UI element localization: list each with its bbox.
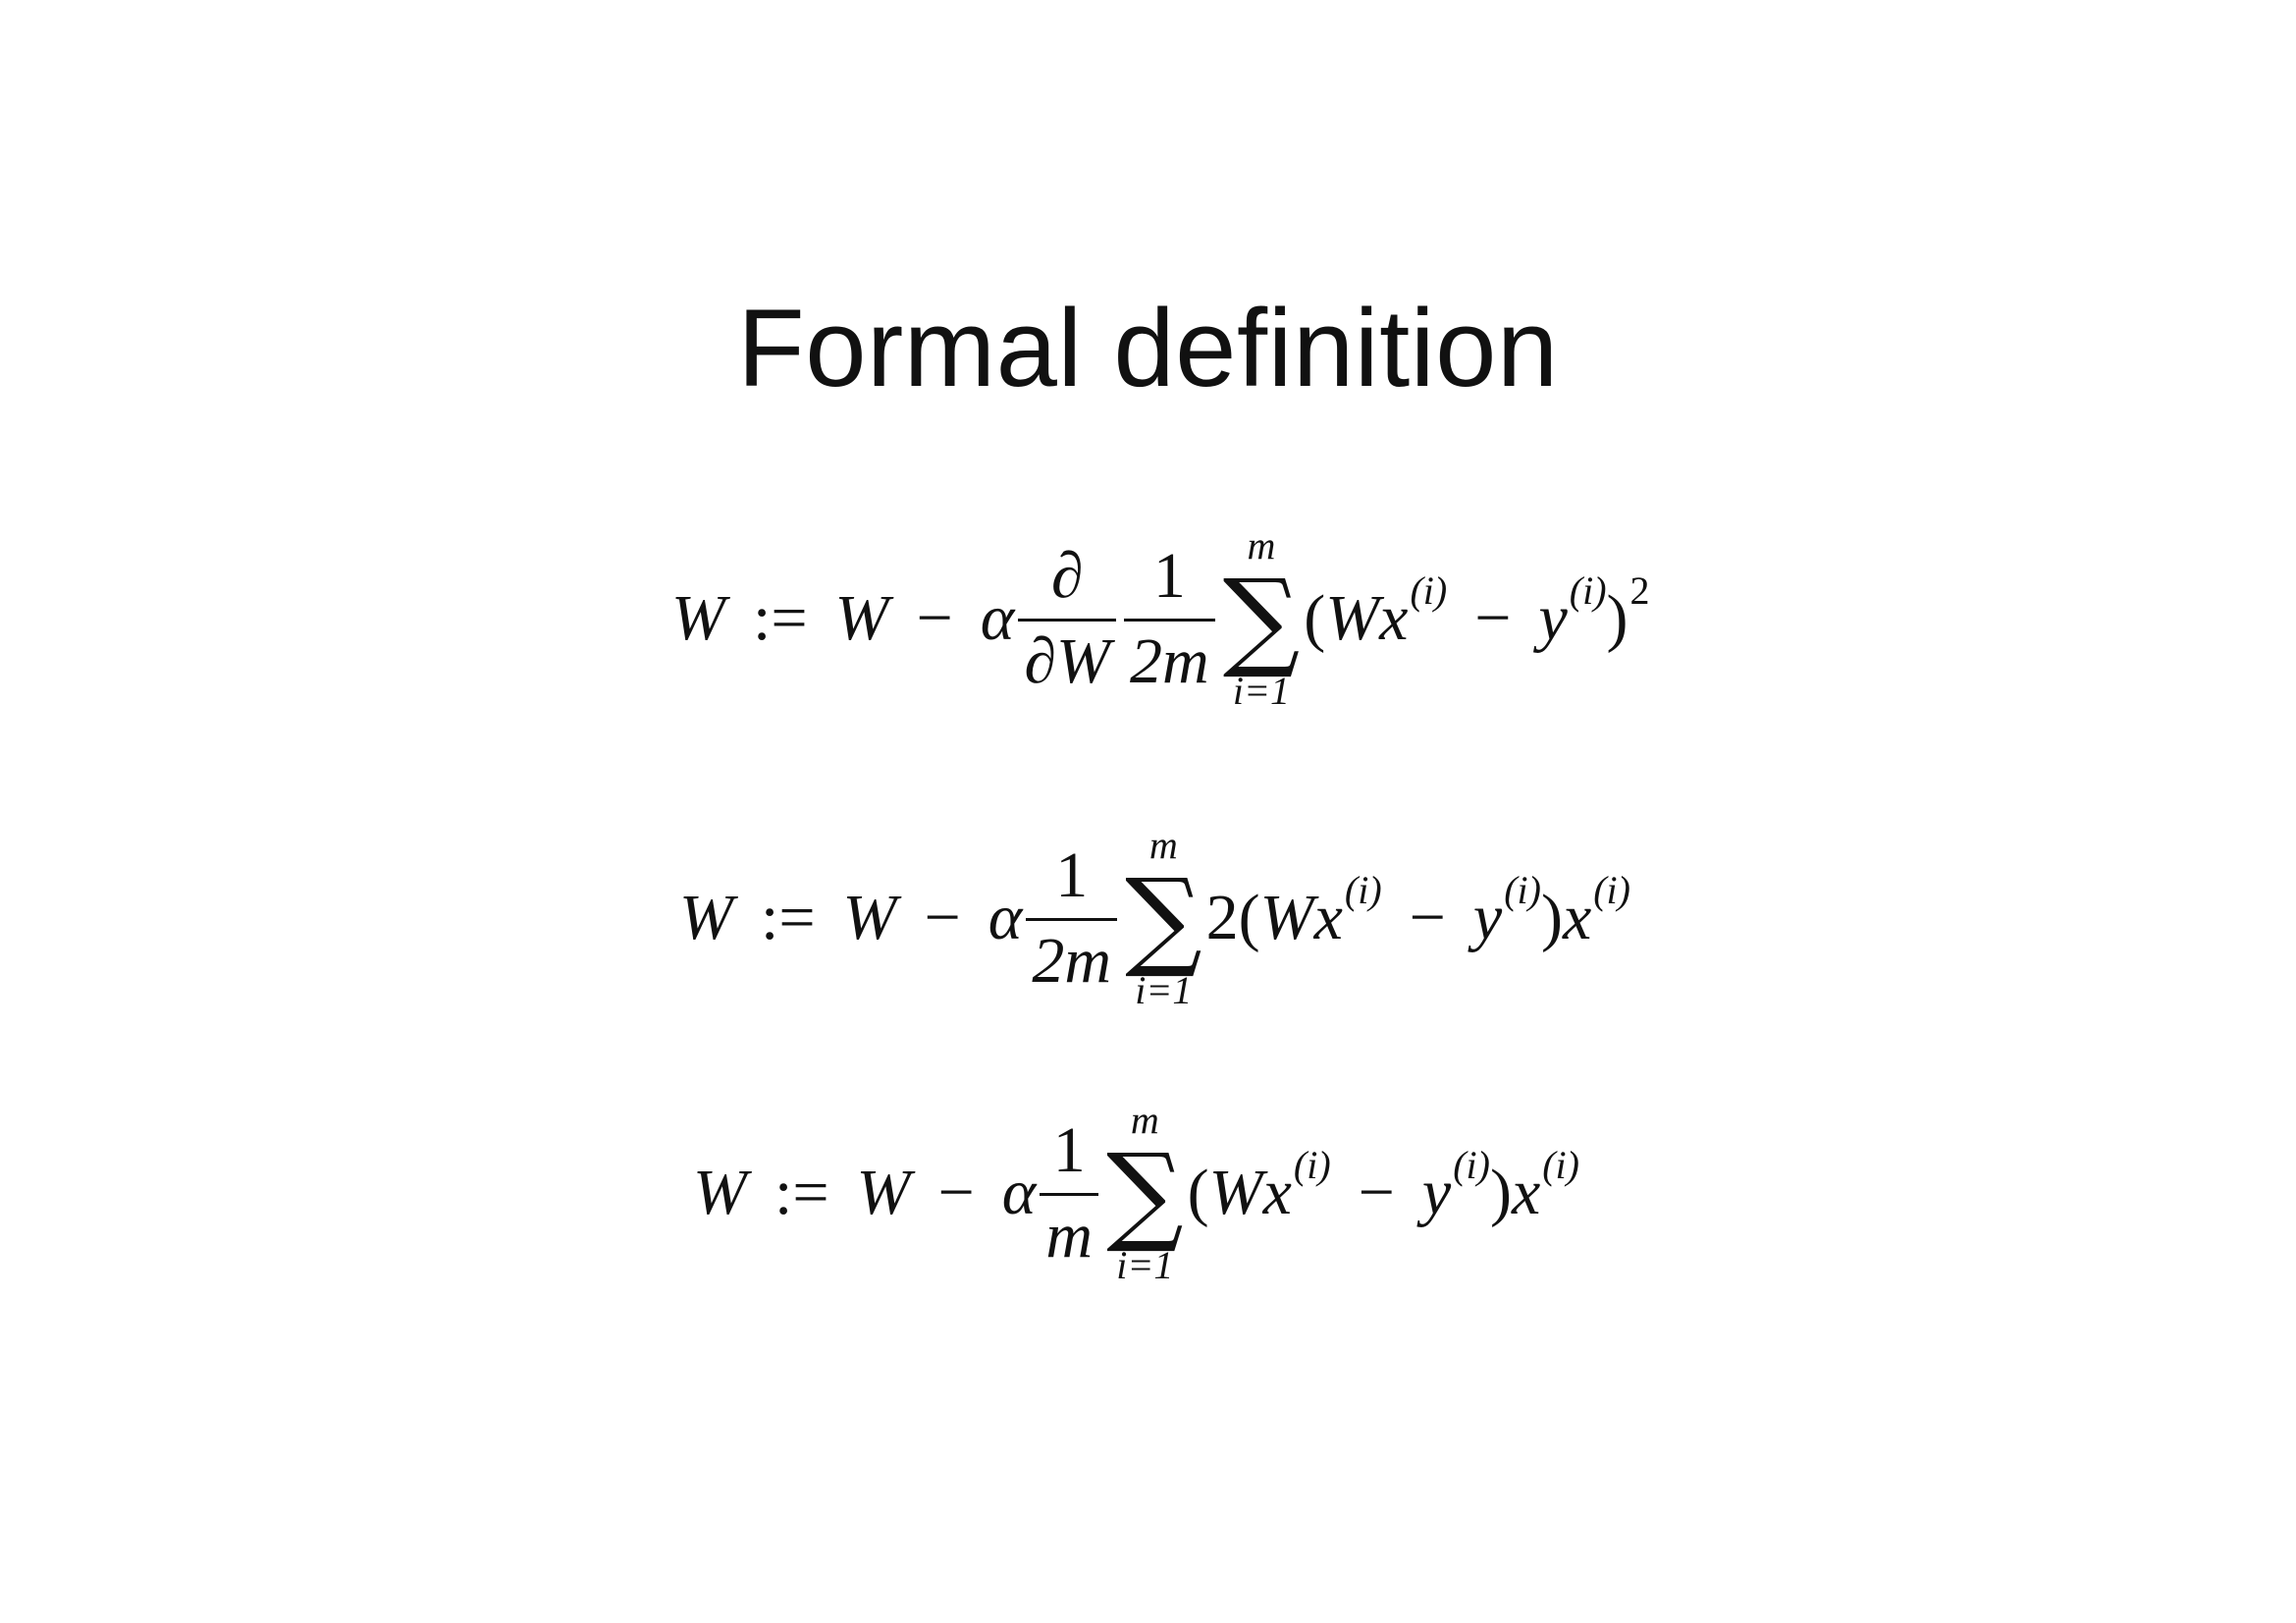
summation: m ∑ i=1 bbox=[1222, 522, 1301, 714]
term-wx: Wx bbox=[1208, 1157, 1292, 1228]
sum-lower-limit: i=1 bbox=[1116, 1243, 1174, 1288]
superscript-i: (i) bbox=[1344, 868, 1382, 912]
superscript-i: (i) bbox=[1569, 568, 1607, 613]
superscript-power: 2 bbox=[1629, 568, 1650, 613]
summation: m ∑ i=1 bbox=[1106, 1097, 1184, 1288]
open-paren: ( bbox=[1304, 582, 1326, 654]
coef-denominator: 2m bbox=[1130, 624, 1209, 697]
coef-denominator: m bbox=[1045, 1199, 1094, 1271]
eq-lhs: W bbox=[693, 1157, 747, 1228]
partial-derivative-fraction: ∂ ∂W bbox=[1018, 540, 1117, 697]
superscript-i: (i) bbox=[1453, 1143, 1490, 1187]
sigma-symbol: ∑ bbox=[1125, 854, 1202, 981]
fraction-bar bbox=[1018, 618, 1117, 622]
equation-derivative-expanded: W := W − α 1 2m m ∑ i=1 2 ( Wx (i) − y (… bbox=[679, 822, 1630, 1013]
eq-lhs: W bbox=[679, 882, 733, 953]
superscript-i: (i) bbox=[1410, 568, 1448, 613]
superscript-i: (i) bbox=[1593, 868, 1630, 912]
eq-assign: := bbox=[752, 582, 808, 654]
sum-lower-limit: i=1 bbox=[1135, 968, 1193, 1013]
eq-minus-inner: − bbox=[1409, 882, 1446, 953]
fraction-bar bbox=[1026, 917, 1118, 921]
sum-upper-limit: m bbox=[1247, 522, 1276, 568]
coefficient-fraction: 1 2m bbox=[1026, 839, 1118, 997]
superscript-i: (i) bbox=[1293, 1143, 1331, 1187]
superscript-i: (i) bbox=[1542, 1143, 1579, 1187]
summation: m ∑ i=1 bbox=[1125, 822, 1202, 1013]
slide-title: Formal definition bbox=[737, 287, 1559, 409]
fraction-bar bbox=[1040, 1192, 1099, 1196]
equation-gradient-update: W := W − α ∂ ∂W 1 2m m ∑ i=1 ( Wx (i) − … bbox=[671, 523, 1650, 713]
coefficient-fraction: 1 m bbox=[1040, 1114, 1099, 1271]
equation-simplified-update: W := W − α 1 m m ∑ i=1 ( Wx (i) − y (i) … bbox=[693, 1097, 1579, 1288]
term-wx: Wx bbox=[1325, 582, 1409, 654]
term-x: x bbox=[1562, 882, 1592, 953]
eq-alpha: α bbox=[988, 882, 1023, 953]
eq-alpha: α bbox=[1001, 1157, 1037, 1228]
close-paren: ) bbox=[1540, 882, 1563, 953]
term-y: y bbox=[1538, 582, 1568, 654]
eq-w: W bbox=[834, 582, 889, 654]
open-paren: ( bbox=[1238, 882, 1260, 953]
eq-minus: − bbox=[937, 1157, 975, 1228]
factor-two: 2 bbox=[1205, 882, 1239, 953]
eq-assign: := bbox=[774, 1157, 829, 1228]
coef-numerator: 1 bbox=[1055, 839, 1089, 912]
sum-upper-limit: m bbox=[1130, 1097, 1159, 1142]
partial-numerator: ∂ bbox=[1050, 540, 1084, 613]
eq-w: W bbox=[856, 1157, 911, 1228]
eq-lhs: W bbox=[671, 582, 725, 654]
term-x: x bbox=[1511, 1157, 1541, 1228]
fraction-bar bbox=[1124, 618, 1215, 622]
coef-denominator: 2m bbox=[1032, 924, 1112, 997]
eq-assign: := bbox=[760, 882, 816, 953]
term-y: y bbox=[1421, 1157, 1452, 1228]
close-paren: ) bbox=[1489, 1157, 1512, 1228]
open-paren: ( bbox=[1187, 1157, 1209, 1228]
coef-numerator: 1 bbox=[1152, 540, 1186, 613]
close-paren: ) bbox=[1606, 582, 1629, 654]
eq-minus-inner: − bbox=[1474, 582, 1512, 654]
eq-minus-inner: − bbox=[1358, 1157, 1395, 1228]
sum-lower-limit: i=1 bbox=[1232, 669, 1290, 714]
eq-w: W bbox=[842, 882, 897, 953]
sum-upper-limit: m bbox=[1148, 822, 1178, 867]
superscript-i: (i) bbox=[1504, 868, 1541, 912]
coefficient-fraction: 1 2m bbox=[1124, 542, 1215, 695]
eq-minus: − bbox=[924, 882, 961, 953]
sigma-symbol: ∑ bbox=[1106, 1129, 1184, 1256]
term-wx: Wx bbox=[1259, 882, 1343, 953]
sigma-symbol: ∑ bbox=[1222, 555, 1301, 681]
term-y: y bbox=[1472, 882, 1503, 953]
eq-alpha: α bbox=[980, 582, 1015, 654]
eq-minus: − bbox=[916, 582, 953, 654]
coef-numerator: 1 bbox=[1052, 1114, 1086, 1187]
partial-denominator: ∂W bbox=[1024, 624, 1111, 697]
